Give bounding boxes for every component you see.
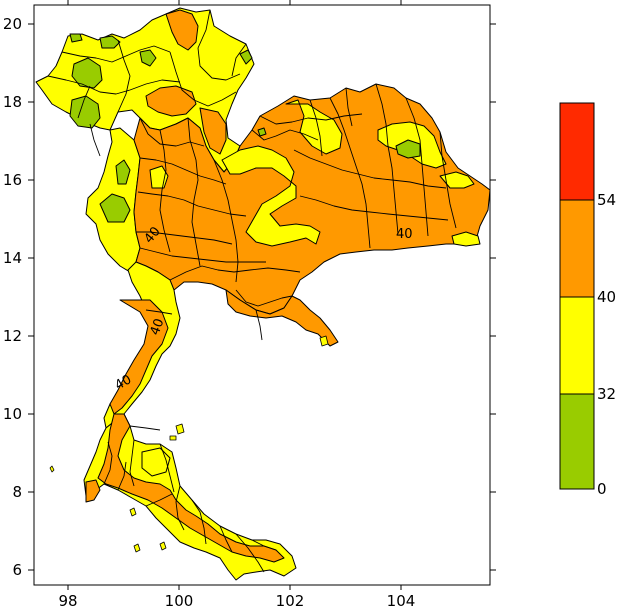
green-pocket-1 <box>71 57 103 89</box>
y-tick-label: 10 <box>3 405 22 423</box>
y-tick-label: 8 <box>12 483 22 501</box>
y-tick-label: 16 <box>3 171 22 189</box>
green-pocket-6 <box>99 193 131 223</box>
islands <box>49 335 329 553</box>
legend-band-red <box>559 102 595 201</box>
legend-label: 54 <box>597 191 616 209</box>
green-pocket-5 <box>69 33 83 43</box>
x-tick-label: 102 <box>276 592 305 610</box>
contour-label: 40 <box>148 317 168 338</box>
green-pocket-2 <box>69 95 101 129</box>
green-pocket-4 <box>139 49 157 67</box>
legend-band-orange <box>559 199 595 298</box>
legend-label: 32 <box>597 385 616 403</box>
northeast-yellow-2 <box>439 171 475 189</box>
peninsula-orange-2 <box>97 413 285 563</box>
y-tick-label: 14 <box>3 249 22 267</box>
green-pocket-9 <box>239 49 253 65</box>
legend-colorbar <box>559 102 595 490</box>
x-tick-label: 100 <box>165 592 194 610</box>
thailand-map: 40 40 40 40 <box>35 7 491 581</box>
north-orange-1 <box>165 9 199 51</box>
province-boundaries <box>47 9 457 573</box>
legend-label: 40 <box>597 288 616 306</box>
y-axis-ticks <box>28 23 496 571</box>
legend-label: 0 <box>597 480 607 498</box>
north-orange-3 <box>199 107 227 155</box>
green-pocket-3 <box>99 35 121 49</box>
y-tick-label: 18 <box>3 93 22 111</box>
x-tick-label: 104 <box>387 592 416 610</box>
green-pocket-8 <box>395 139 421 159</box>
contour-label: 40 <box>113 372 135 393</box>
peninsula-yellow-pocket <box>141 447 171 477</box>
x-tick-label: 98 <box>58 592 77 610</box>
y-tick-label: 20 <box>3 15 22 33</box>
x-axis-ticks <box>67 0 402 590</box>
central-yellow-1 <box>221 145 321 247</box>
central-yellow-2 <box>285 99 343 155</box>
northeast-yellow-3 <box>451 231 481 247</box>
north-orange-2 <box>145 85 197 117</box>
y-tick-label: 6 <box>12 561 22 579</box>
green-pocket-7 <box>115 159 131 185</box>
contour-label: 40 <box>396 227 413 242</box>
green-pocket-10 <box>257 127 267 137</box>
legend-band-green <box>559 393 595 490</box>
y-tick-label: 12 <box>3 327 22 345</box>
legend-band-yellow <box>559 296 595 395</box>
peninsula-orange-1 <box>109 299 169 415</box>
peninsula-orange-3 <box>85 479 101 503</box>
